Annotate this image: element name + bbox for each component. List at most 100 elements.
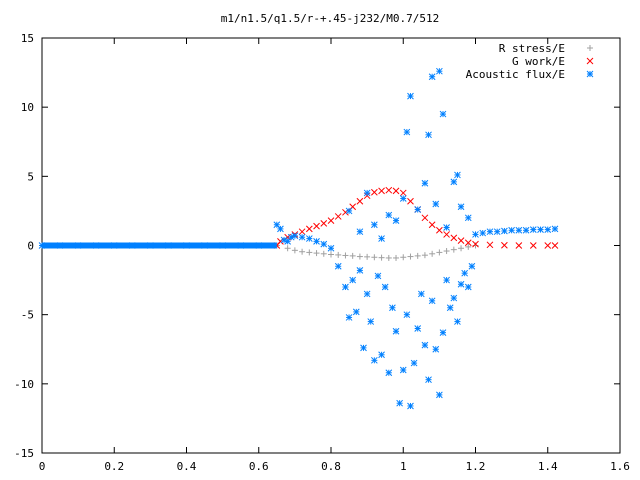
data-point-d2 bbox=[551, 225, 559, 233]
data-point-d2 bbox=[385, 211, 393, 219]
data-point bbox=[363, 290, 371, 298]
x-tick-label: 1.6 bbox=[610, 460, 630, 473]
data-point-d2 bbox=[515, 242, 523, 249]
data-point-d2 bbox=[345, 314, 353, 321]
data-point bbox=[486, 241, 494, 249]
data-point bbox=[529, 242, 537, 249]
y-tick-label: 5 bbox=[27, 170, 34, 183]
data-point bbox=[305, 225, 313, 233]
data-point-d2 bbox=[320, 240, 328, 248]
data-point-d2 bbox=[457, 280, 465, 288]
data-point-d2 bbox=[461, 269, 469, 277]
data-point-d2 bbox=[378, 187, 385, 195]
data-point bbox=[472, 240, 479, 248]
legend-label: G work/E bbox=[512, 55, 565, 68]
data-point-d2 bbox=[399, 189, 407, 197]
data-point-d2 bbox=[529, 242, 537, 249]
data-point-d2 bbox=[407, 402, 414, 410]
data-point bbox=[385, 186, 393, 194]
data-point bbox=[342, 283, 349, 291]
data-point-d2 bbox=[334, 213, 342, 220]
data-point-d2 bbox=[370, 188, 378, 196]
data-point bbox=[458, 245, 465, 252]
data-point-d2 bbox=[428, 297, 436, 305]
data-point bbox=[327, 217, 335, 224]
data-point bbox=[403, 311, 411, 319]
data-point bbox=[305, 235, 313, 242]
data-point bbox=[551, 225, 559, 233]
data-point bbox=[446, 304, 454, 312]
data-point bbox=[468, 262, 476, 270]
data-point-d2 bbox=[457, 203, 465, 211]
data-point-d2 bbox=[425, 376, 432, 384]
data-point bbox=[439, 110, 447, 118]
x-tick-label: 0.2 bbox=[104, 460, 124, 473]
data-point-d2 bbox=[464, 214, 472, 222]
data-point bbox=[378, 235, 385, 242]
data-point-d2 bbox=[320, 220, 328, 227]
data-point bbox=[356, 267, 364, 274]
data-point-d2 bbox=[407, 197, 414, 205]
data-point-d2 bbox=[370, 221, 378, 229]
data-point bbox=[486, 228, 494, 236]
data-point-d2 bbox=[443, 231, 450, 238]
data-point bbox=[370, 188, 378, 196]
data-point bbox=[349, 276, 357, 284]
data-point bbox=[501, 241, 508, 249]
data-point-d2 bbox=[378, 351, 385, 359]
data-point bbox=[378, 351, 385, 359]
data-point bbox=[342, 208, 349, 216]
data-point bbox=[522, 226, 530, 234]
data-point bbox=[436, 249, 443, 256]
data-point-d2 bbox=[298, 233, 306, 241]
data-point-d2 bbox=[432, 200, 440, 208]
series-2 bbox=[38, 221, 559, 410]
data-point-d2 bbox=[450, 294, 458, 302]
data-point bbox=[421, 341, 429, 349]
data-point-d2 bbox=[529, 226, 537, 233]
data-point bbox=[334, 213, 342, 220]
data-point bbox=[421, 179, 429, 187]
legend-marker bbox=[586, 70, 594, 78]
data-point bbox=[464, 283, 472, 291]
data-point-d2 bbox=[432, 345, 440, 353]
data-point bbox=[378, 187, 385, 195]
data-point bbox=[335, 251, 342, 258]
y-tick-label: 0 bbox=[27, 240, 34, 253]
data-point-d2 bbox=[313, 237, 320, 245]
data-point-d2 bbox=[428, 73, 436, 81]
data-point bbox=[291, 232, 299, 240]
data-point-d2 bbox=[436, 226, 443, 234]
data-point bbox=[407, 197, 414, 205]
data-point bbox=[370, 221, 378, 229]
data-point bbox=[551, 242, 559, 249]
data-point-d2 bbox=[439, 110, 447, 118]
data-point-d2 bbox=[305, 235, 313, 242]
data-point-d2 bbox=[428, 221, 436, 229]
data-point-d2 bbox=[454, 171, 461, 179]
data-point bbox=[421, 252, 428, 259]
data-point-d2 bbox=[501, 241, 508, 249]
data-point-d2 bbox=[277, 225, 284, 233]
data-point bbox=[393, 254, 400, 261]
data-point bbox=[544, 226, 552, 233]
data-point bbox=[436, 391, 443, 399]
data-point bbox=[443, 224, 450, 231]
data-point bbox=[443, 231, 450, 238]
data-point bbox=[515, 226, 523, 234]
data-point bbox=[407, 253, 414, 260]
data-point bbox=[298, 228, 306, 236]
data-point bbox=[399, 189, 407, 197]
data-point bbox=[537, 226, 544, 233]
axes: 0 0.2 0.4 0.6 0.8 1 1.2 1.4 1.6 15 10 5 0 -5 -10 -15 bbox=[14, 32, 630, 473]
data-point bbox=[378, 254, 385, 261]
y-tick-label: 10 bbox=[21, 101, 34, 114]
data-point-d2 bbox=[385, 186, 393, 194]
data-point bbox=[327, 244, 335, 252]
data-point bbox=[403, 128, 411, 136]
data-point bbox=[360, 344, 367, 352]
data-point bbox=[428, 73, 436, 81]
data-point bbox=[284, 245, 291, 252]
data-point-d2 bbox=[501, 227, 508, 235]
data-point bbox=[320, 220, 328, 227]
